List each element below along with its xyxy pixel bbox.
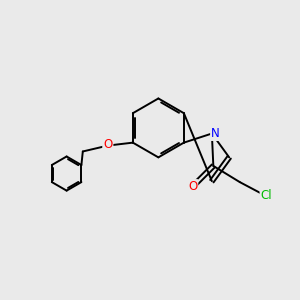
Text: O: O: [103, 138, 112, 151]
Text: Cl: Cl: [260, 189, 272, 202]
Text: N: N: [211, 127, 220, 140]
Text: O: O: [188, 180, 197, 193]
